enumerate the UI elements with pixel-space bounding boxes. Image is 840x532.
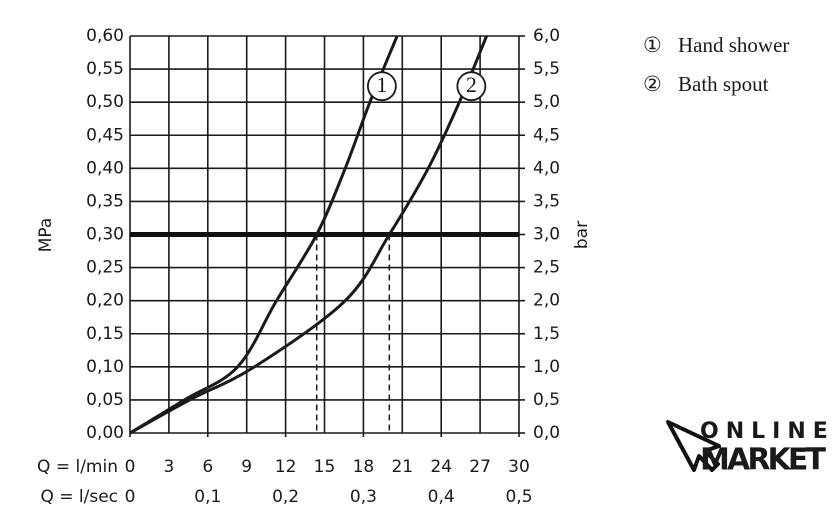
- x-tick-label: 18: [353, 457, 375, 477]
- x2-tick-label: 0,5: [505, 487, 532, 507]
- y-axis-label: MPa: [36, 218, 56, 253]
- x2-axis-label: Q = l/sec: [40, 487, 118, 507]
- curve-label: 1: [376, 72, 387, 97]
- x-tick-label: 12: [275, 457, 297, 477]
- x-tick-label: 0: [125, 457, 136, 477]
- x2-tick-label: 0,2: [272, 487, 299, 507]
- y2-tick-label: 0,0: [533, 423, 560, 443]
- y-tick-label: 0,20: [86, 291, 124, 311]
- y-tick-label: 0,05: [86, 390, 124, 410]
- y-tick-label: 0,00: [86, 423, 124, 443]
- logo-text: MARKET: [700, 443, 827, 478]
- line: [129, 35, 399, 435]
- x2-tick-label: 0,1: [194, 487, 221, 507]
- legend-symbol: ①: [643, 33, 662, 57]
- y2-tick-label: 0,5: [533, 390, 560, 410]
- x-tick-label: 9: [241, 457, 252, 477]
- legend-entry: Hand shower: [678, 33, 789, 57]
- logo: ONLINE MARKET: [666, 419, 835, 478]
- y-tick-label: 0,30: [86, 225, 124, 245]
- y-tick-label: 0,25: [86, 258, 124, 278]
- y2-axis-label: bar: [572, 221, 592, 249]
- x-tick-label: 3: [163, 457, 174, 477]
- x-tick-label: 21: [391, 457, 413, 477]
- x-tick-label: 27: [469, 457, 491, 477]
- y-tick-label: 0,35: [86, 191, 124, 211]
- logo-cursor: [666, 420, 721, 472]
- line: [129, 35, 488, 435]
- y2-tick-label: 2,0: [533, 291, 560, 311]
- y-tick-label: 0,10: [86, 357, 124, 377]
- curve-label: 2: [466, 72, 477, 97]
- x-tick-label: 24: [430, 457, 452, 477]
- y2-tick-label: 2,5: [533, 258, 560, 278]
- x2-tick-label: 0,4: [428, 487, 455, 507]
- x-axis-label: Q = l/min: [37, 457, 118, 477]
- legend: ① Hand shower ② Bath spout: [643, 33, 789, 96]
- y2-tick-label: 3,0: [533, 225, 560, 245]
- legend-entry: Bath spout: [678, 72, 769, 96]
- x-tick-label: 30: [508, 457, 530, 477]
- y2-tick-label: 1,5: [533, 324, 560, 344]
- y-tick-label: 0,55: [86, 59, 124, 79]
- legend-symbol: ②: [643, 72, 662, 96]
- y2-tick-label: 6,0: [533, 26, 560, 46]
- y-tick-label: 0,50: [86, 92, 124, 112]
- y-tick-label: 0,15: [86, 324, 124, 344]
- y2-tick-label: 4,0: [533, 158, 560, 178]
- y2-tick-label: 5,5: [533, 59, 560, 79]
- y2-tick-label: 5,0: [533, 92, 560, 112]
- curve-label-circle: [456, 71, 487, 102]
- y2-tick-label: 4,5: [533, 125, 560, 145]
- x2-tick-label: 0,3: [350, 487, 377, 507]
- y-tick-label: 0,45: [86, 125, 124, 145]
- x2-tick-label: 0: [125, 487, 136, 507]
- x-tick-label: 6: [202, 457, 213, 477]
- y2-tick-label: 3,5: [533, 191, 560, 211]
- x-tick-label: 15: [314, 457, 336, 477]
- y2-tick-label: 1,0: [533, 357, 560, 377]
- y-tick-label: 0,40: [86, 158, 124, 178]
- curve-label-circle: [366, 71, 397, 102]
- logo-text: ONLINE: [700, 419, 835, 444]
- y-tick-label: 0,60: [86, 26, 124, 46]
